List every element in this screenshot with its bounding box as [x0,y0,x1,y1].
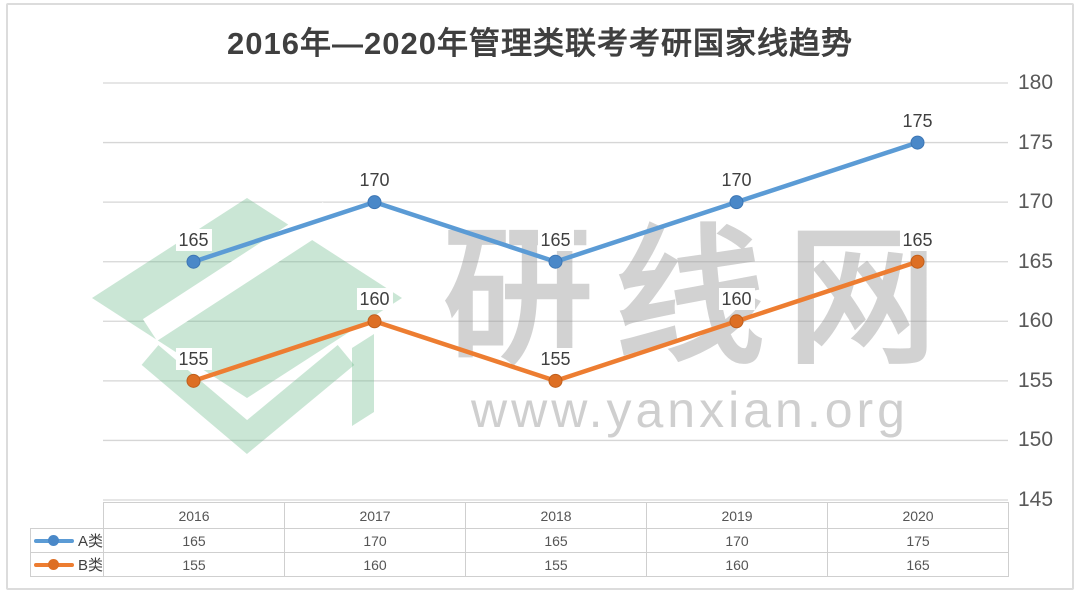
legend-cell: B类 [29,552,105,577]
table-value-cell: 160 [284,552,467,577]
legend-label: B类 [78,557,104,574]
table-value-cell: 165 [103,528,286,553]
table-value-cell: 165 [827,552,1010,577]
table-row: A类 165 170 165 170 175 [29,528,1010,553]
legend-cell: A类 [29,528,105,553]
data-table: 2016 2017 2018 2019 2020 A类 165 170 165 170 175 B类 1… [29,502,1010,577]
chart-title: 2016年—2020年管理类联考考研国家线趋势 [227,26,853,61]
table-corner-cell [30,502,105,529]
table-year-header: 2016 [103,502,286,529]
table-year-header: 2017 [284,502,467,529]
table-value-cell: 160 [646,552,829,577]
table-value-cell: 175 [827,528,1010,553]
table-year-header: 2018 [465,502,648,529]
table-value-cell: 165 [465,528,648,553]
legend-label: A类 [78,533,104,550]
table-header-row: 2016 2017 2018 2019 2020 [30,502,1010,529]
table-row: B类 155 160 155 160 165 [29,552,1010,577]
legend-line-marker-icon [34,534,74,547]
table-value-cell: 155 [465,552,648,577]
table-year-header: 2019 [646,502,829,529]
table-year-header: 2020 [827,502,1010,529]
table-value-cell: 155 [103,552,286,577]
legend-line-marker-icon [34,558,74,571]
table-value-cell: 170 [646,528,829,553]
table-value-cell: 170 [284,528,467,553]
